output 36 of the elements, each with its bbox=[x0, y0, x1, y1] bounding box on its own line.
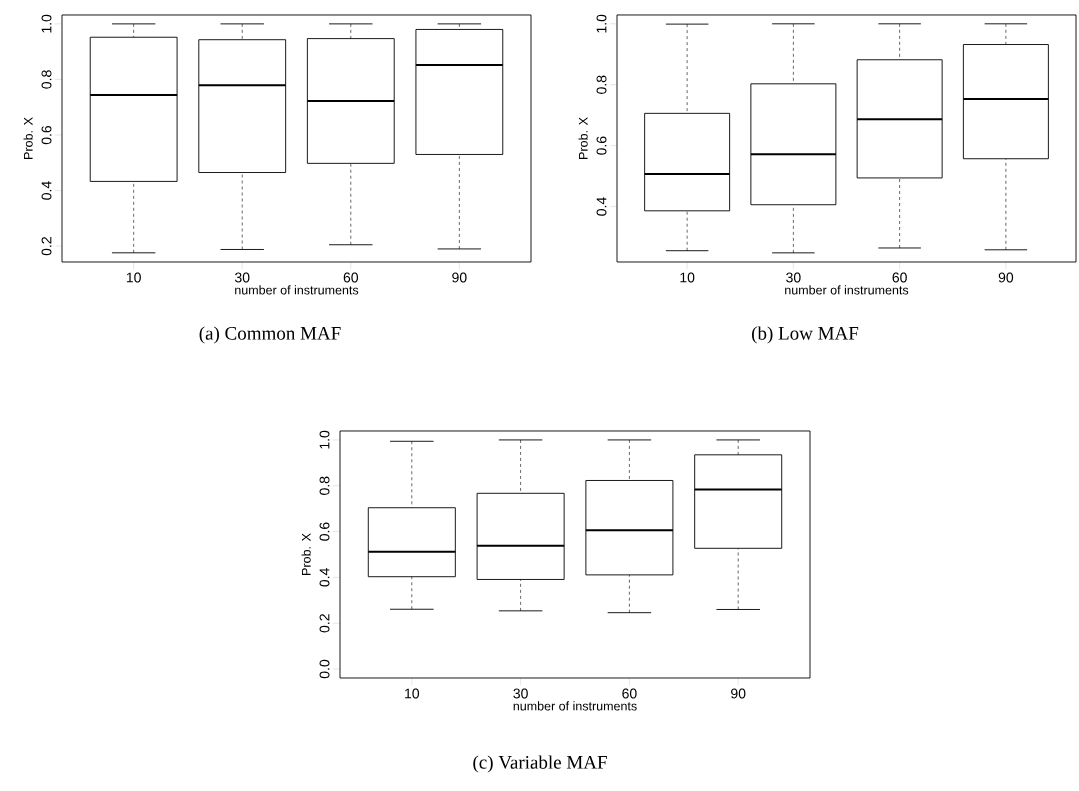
y-tick-label: 1.0 bbox=[319, 430, 330, 449]
x-tick-label: 60 bbox=[343, 272, 359, 283]
y-tick-label: 0.8 bbox=[596, 75, 607, 94]
y-tick-label: 0.0 bbox=[319, 659, 330, 679]
x-axis-title: number of instruments bbox=[513, 701, 637, 711]
x-tick-label: 10 bbox=[680, 272, 695, 283]
x-axis-title: number of instruments bbox=[235, 285, 359, 295]
x-tick-label: 90 bbox=[998, 272, 1014, 283]
x-tick-label: 30 bbox=[786, 272, 801, 283]
y-axis-title: Prob. X bbox=[578, 117, 588, 159]
y-tick-label: 0.4 bbox=[596, 197, 607, 216]
x-tick-label: 30 bbox=[513, 688, 528, 699]
y-tick-label: 1.0 bbox=[41, 14, 52, 33]
x-axis-title: number of instruments bbox=[785, 285, 909, 295]
y-tick-label: 0.6 bbox=[596, 136, 607, 155]
y-tick-label: 0.2 bbox=[319, 614, 330, 633]
x-tick-label: 60 bbox=[892, 272, 907, 283]
x-tick-label: 10 bbox=[126, 272, 141, 283]
text: (a) Common MAF bbox=[199, 326, 341, 344]
x-tick-label: 10 bbox=[405, 688, 420, 699]
x-tick-label: 90 bbox=[452, 272, 467, 283]
y-tick-label: 0.6 bbox=[41, 125, 52, 145]
text: (c) Variable MAF bbox=[473, 755, 607, 773]
y-axis-title: Prob. X bbox=[301, 533, 311, 575]
y-tick-label: 0.4 bbox=[41, 181, 52, 200]
x-tick-label: 30 bbox=[234, 272, 250, 283]
y-tick-label: 1.0 bbox=[596, 14, 607, 33]
y-axis-title: Prob. X bbox=[23, 117, 33, 159]
y-tick-label: 0.8 bbox=[41, 70, 52, 89]
text: (b) Low MAF bbox=[752, 326, 859, 344]
x-tick-label: 90 bbox=[731, 688, 746, 699]
y-tick-label: 0.2 bbox=[41, 237, 52, 256]
y-tick-label: 0.8 bbox=[319, 476, 330, 495]
x-tick-label: 60 bbox=[622, 688, 637, 699]
y-tick-label: 0.4 bbox=[319, 568, 330, 587]
y-tick-label: 0.6 bbox=[319, 522, 330, 541]
